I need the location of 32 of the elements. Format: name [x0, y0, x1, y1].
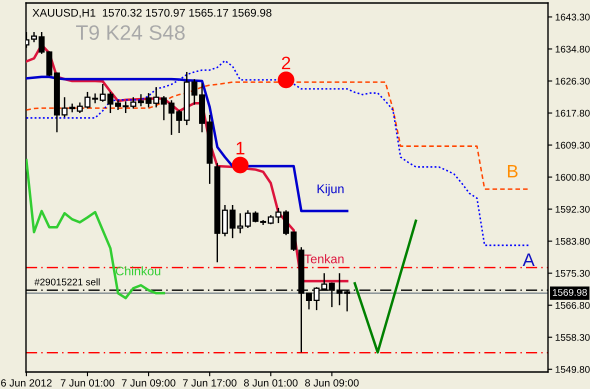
- y-tick-label: 1549.80: [556, 366, 590, 373]
- line-series: [26, 76, 348, 212]
- y-tick-label: 1558.30: [556, 334, 590, 341]
- x-tick-label: 7 Jun 17:00: [182, 379, 236, 387]
- ref-line-label: 1569.98: [552, 288, 587, 296]
- candlestick: [100, 83, 106, 102]
- x-tick-label: 6 Jun 2012: [1, 379, 52, 387]
- ref-line-label: #29015221 sell: [34, 278, 100, 286]
- y-tick-label: 1643.30: [556, 14, 590, 21]
- y-tick-label: 1617.80: [556, 110, 590, 117]
- x-tick-label: 8 Jun 01:00: [244, 379, 298, 387]
- y-tick-label: 1626.30: [556, 78, 590, 85]
- annotation: T9 K24 S48: [76, 25, 185, 40]
- series-label: Kijun: [318, 184, 344, 196]
- series-label: 2: [282, 56, 290, 70]
- y-tick-label: 1592.30: [556, 206, 590, 213]
- annotation: B: [508, 164, 518, 178]
- series-label: 1: [236, 142, 244, 154]
- y-tick-label: 1609.30: [556, 142, 590, 149]
- y-tick-label: 1566.80: [556, 302, 590, 309]
- y-tick-label: 1583.80: [556, 238, 590, 245]
- annotation: A: [522, 254, 535, 266]
- x-tick-label: 7 Jun 01:00: [60, 379, 114, 387]
- y-tick-label: 1634.80: [556, 46, 590, 53]
- chart-title: XAUUSD,H1 1570.32 1570.97 1565.17 1569.98: [32, 8, 272, 18]
- y-tick-label: 1600.80: [556, 174, 590, 181]
- line-series: [26, 158, 166, 300]
- x-tick-label: 7 Jun 09:00: [122, 379, 176, 387]
- series-label: Chinkou: [116, 266, 160, 276]
- y-tick-label: 1575.30: [556, 270, 590, 277]
- x-tick-label: 8 Jun 09:00: [305, 379, 359, 387]
- line-series: [354, 220, 418, 354]
